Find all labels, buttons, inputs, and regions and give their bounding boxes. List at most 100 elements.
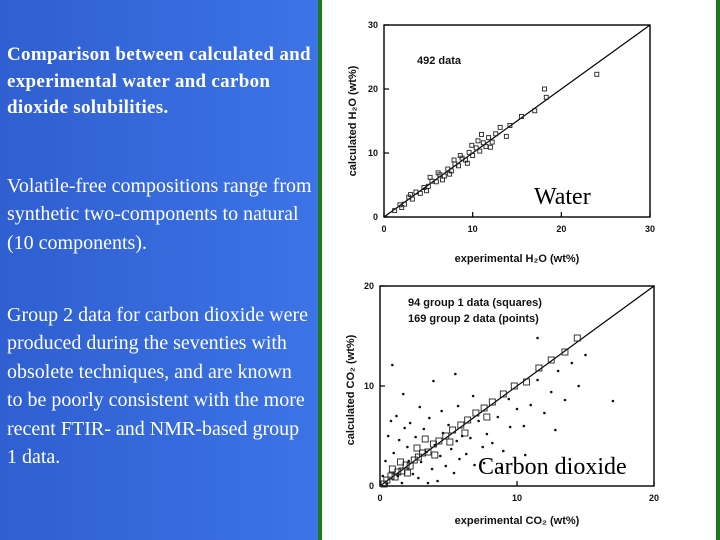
water-label: Water [534, 184, 591, 210]
data-point-dot [529, 403, 532, 407]
data-point-dot [523, 453, 527, 457]
data-point-square [435, 437, 443, 445]
data-point-dot [408, 421, 412, 425]
data-point-square [399, 204, 405, 210]
data-point-dot [438, 454, 442, 458]
data-point-square [401, 201, 407, 207]
data-point-square [488, 398, 496, 406]
data-point-dot [522, 424, 526, 428]
data-point-dot [430, 467, 434, 471]
data-point-dot [502, 449, 505, 453]
data-point-square [403, 469, 411, 477]
data-point-square [518, 114, 524, 119]
charts-svg: 0 10 20 30 0 10 20 30 492 data Water experiment… [345, 20, 659, 527]
data-point-square [497, 124, 503, 130]
x-tick-label: 0 [381, 224, 386, 234]
data-point-dot [515, 407, 519, 411]
data-point-square [398, 467, 406, 475]
data-point-dot [449, 447, 453, 451]
data-point-square [542, 86, 547, 92]
data-point-square [573, 334, 581, 342]
data-point-dot [386, 434, 390, 438]
data-point-dot [458, 457, 461, 461]
data-point-dot [452, 471, 456, 475]
data-point-dot [485, 432, 489, 436]
data-point-dot [426, 481, 430, 485]
data-point-square [451, 157, 457, 163]
data-point-square [456, 163, 461, 169]
y-tick-label: 10 [368, 148, 378, 158]
data-point-square [486, 135, 492, 141]
data-point-dot [469, 436, 472, 440]
text-column: Comparison between calculated and experi… [0, 0, 318, 540]
y-tick-label: 0 [373, 212, 378, 222]
data-point-dot [418, 405, 422, 409]
y-tick-label: 0 [369, 481, 374, 491]
data-point-square [483, 413, 491, 421]
data-point-dot [496, 415, 500, 419]
data-point-dot [400, 481, 404, 485]
data-point-dot [482, 461, 486, 465]
water-y-axis-label: calculated H₂O (wt%) [347, 65, 359, 176]
data-point-dot [414, 435, 417, 439]
data-point-dot [407, 459, 411, 463]
data-point-dot [491, 441, 494, 445]
data-point-square [414, 453, 422, 461]
data-point-dot [465, 452, 468, 456]
data-point-square [413, 444, 421, 452]
co2-x-axis-label: experimental CO₂ (wt%) [455, 515, 580, 527]
data-point-square [392, 208, 398, 214]
data-point-square [461, 429, 469, 437]
data-point-square [487, 144, 493, 150]
data-point-square [466, 149, 472, 155]
data-point-square [424, 188, 430, 194]
data-point-square [425, 183, 431, 189]
data-point-square [457, 421, 465, 429]
figure-panel: 0 10 20 30 0 10 20 30 492 data Water experiment… [318, 0, 720, 540]
data-point-dot [433, 443, 437, 447]
data-point-square [449, 426, 457, 434]
data-point-dot [460, 434, 464, 438]
data-point-dot [549, 390, 553, 394]
data-point-dot [384, 459, 387, 463]
data-point-dot [536, 378, 539, 382]
x-tick-label: 20 [556, 224, 566, 234]
data-point-dot [422, 427, 426, 431]
data-point-dot [419, 460, 423, 464]
water-x-axis-label: experimental H₂O (wt%) [455, 253, 580, 265]
data-point-dot [391, 363, 394, 367]
data-point-dot [436, 479, 439, 483]
data-point-square [475, 138, 481, 144]
data-point-square [464, 416, 472, 424]
data-point-square [507, 123, 513, 128]
water-annotation: 492 data [417, 55, 462, 67]
group2-paragraph: Group 2 data for carbon dioxide were pro… [7, 304, 308, 468]
co2-legend-group1: 94 group 1 data (squares) [408, 297, 542, 309]
water-chart: 0 10 20 30 0 10 20 30 492 data Water experiment… [347, 20, 655, 265]
data-point-dot [447, 423, 450, 427]
data-point-dot [441, 431, 445, 435]
data-point-dot [499, 466, 502, 470]
data-point-square [535, 364, 543, 372]
water-plot-frame [383, 24, 651, 218]
data-point-dot [411, 472, 415, 476]
data-point-square [440, 177, 445, 183]
data-point-dot [432, 379, 435, 383]
data-point-dot [392, 451, 395, 455]
data-point-square [433, 179, 439, 185]
data-point-square [388, 465, 396, 473]
data-point-square [479, 131, 484, 137]
data-point-square [427, 174, 433, 180]
y-tick-label: 30 [368, 20, 378, 30]
data-point-dot [425, 450, 428, 454]
data-point-dot [440, 409, 443, 413]
data-point-dot [406, 445, 409, 449]
data-point-square [499, 390, 507, 398]
data-point-dot [428, 416, 431, 420]
data-point-square [409, 196, 415, 202]
data-point-dot [401, 392, 405, 396]
data-point-dot [536, 336, 539, 340]
data-point-dot [611, 399, 615, 403]
data-point-dot [444, 464, 448, 468]
data-point-dot [381, 474, 385, 478]
